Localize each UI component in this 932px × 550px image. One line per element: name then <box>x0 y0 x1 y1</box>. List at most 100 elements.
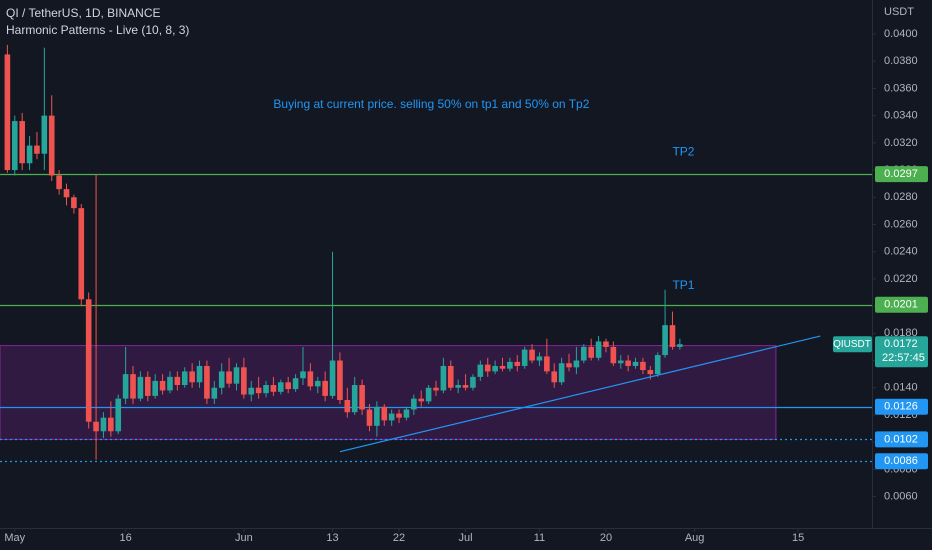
candle-body <box>218 371 225 388</box>
x-tick-label: 13 <box>326 532 338 544</box>
candle-body <box>654 355 661 375</box>
candle-body <box>167 376 173 391</box>
candle-body <box>63 189 70 198</box>
candle-body <box>573 360 580 368</box>
y-tick-label: 0.0340 <box>884 110 918 122</box>
price-tag <box>875 398 928 415</box>
x-tick-label: Aug <box>685 532 705 544</box>
symbol-tag <box>833 336 872 353</box>
candle-body <box>603 341 609 347</box>
candle-body <box>374 406 380 426</box>
candle-body <box>307 371 314 387</box>
y-tick-label: 0.0140 <box>884 382 918 394</box>
candle-body <box>632 361 639 366</box>
candle-body <box>433 387 439 391</box>
countdown-label: 22:57:45 <box>882 352 925 364</box>
candle-body <box>610 346 617 364</box>
x-tick-label: Jun <box>235 532 253 544</box>
candle-body <box>388 413 395 421</box>
candle-body <box>462 385 469 388</box>
candle-body <box>669 325 676 347</box>
annotation: TP1 <box>672 278 694 292</box>
candle-body <box>677 344 683 347</box>
last-price-tag <box>875 336 928 368</box>
candle-body <box>551 371 558 383</box>
candle-body <box>484 364 491 372</box>
candle-body <box>26 145 33 164</box>
candle-body <box>440 365 447 391</box>
candle-body <box>255 387 262 394</box>
candle-body <box>477 364 484 377</box>
candle-body <box>425 387 432 402</box>
candle-body <box>529 349 535 361</box>
last-price-label: 0.0172 <box>884 338 918 350</box>
y-tick-label: 0.0240 <box>884 246 918 258</box>
candle-body <box>78 208 85 300</box>
candle-body <box>56 175 62 190</box>
candle-body <box>226 371 232 384</box>
candle-body <box>536 356 543 361</box>
candle-body <box>381 406 388 421</box>
candle-body <box>329 360 336 396</box>
x-tick-label: 16 <box>120 532 132 544</box>
candle-body <box>108 417 114 432</box>
candle-body <box>115 398 122 432</box>
candle-body <box>662 325 668 356</box>
price-tag-label: 0.0297 <box>884 168 918 180</box>
candle-body <box>48 115 55 176</box>
symbol-tag-label: QIUSDT <box>833 339 871 350</box>
candle-body <box>366 409 373 426</box>
candle-body <box>85 299 92 422</box>
candle-body <box>93 421 99 432</box>
candle-body <box>359 385 365 410</box>
candle-body <box>625 360 631 366</box>
candle-body <box>314 380 321 387</box>
candle-body <box>248 387 255 395</box>
candle-body <box>617 360 624 364</box>
candle-body <box>411 398 417 410</box>
annotation: TP2 <box>672 145 694 159</box>
candle-body <box>595 341 602 358</box>
y-tick-label: 0.0380 <box>884 55 918 67</box>
x-tick-label: May <box>4 532 25 544</box>
candle-body <box>647 370 654 375</box>
y-tick-label: 0.0320 <box>884 137 918 149</box>
candle-body <box>211 387 218 399</box>
x-tick-label: Jul <box>459 532 473 544</box>
price-tag <box>875 453 928 470</box>
candle-body <box>189 371 195 383</box>
candle-body <box>233 367 240 384</box>
candle-body <box>19 121 25 164</box>
x-tick-label: 22 <box>393 532 405 544</box>
price-tag-label: 0.0126 <box>884 401 918 413</box>
candle-body <box>41 115 48 154</box>
candle-body <box>322 380 328 396</box>
candle-body <box>122 374 129 399</box>
price-tag-label: 0.0201 <box>884 299 918 311</box>
candle-body <box>4 54 11 171</box>
candle-body <box>196 365 203 383</box>
candle-body <box>71 197 77 209</box>
candle-body <box>159 380 166 391</box>
y-tick-label: 0.0400 <box>884 28 918 40</box>
candle-body <box>396 413 402 418</box>
annotation: Buying at current price. selling 50% on … <box>273 97 589 111</box>
y-tick-label: 0.0260 <box>884 218 918 230</box>
x-tick-label: 15 <box>792 532 804 544</box>
price-tag-label: 0.0086 <box>884 455 918 467</box>
candle-body <box>174 376 181 386</box>
candle-body <box>285 382 292 390</box>
candle-body <box>455 385 461 388</box>
indicator-name: Harmonic Patterns - Live (10, 8, 3) <box>6 23 189 37</box>
y-tick-label: 0.0060 <box>884 490 918 502</box>
candle-body <box>300 371 306 379</box>
candle-body <box>514 361 521 366</box>
candle-body <box>100 417 107 432</box>
axis-unit: USDT <box>884 6 914 18</box>
y-tick-label: 0.0280 <box>884 191 918 203</box>
candle-body <box>499 365 506 369</box>
candle-body <box>278 382 284 392</box>
candle-body <box>130 374 136 399</box>
